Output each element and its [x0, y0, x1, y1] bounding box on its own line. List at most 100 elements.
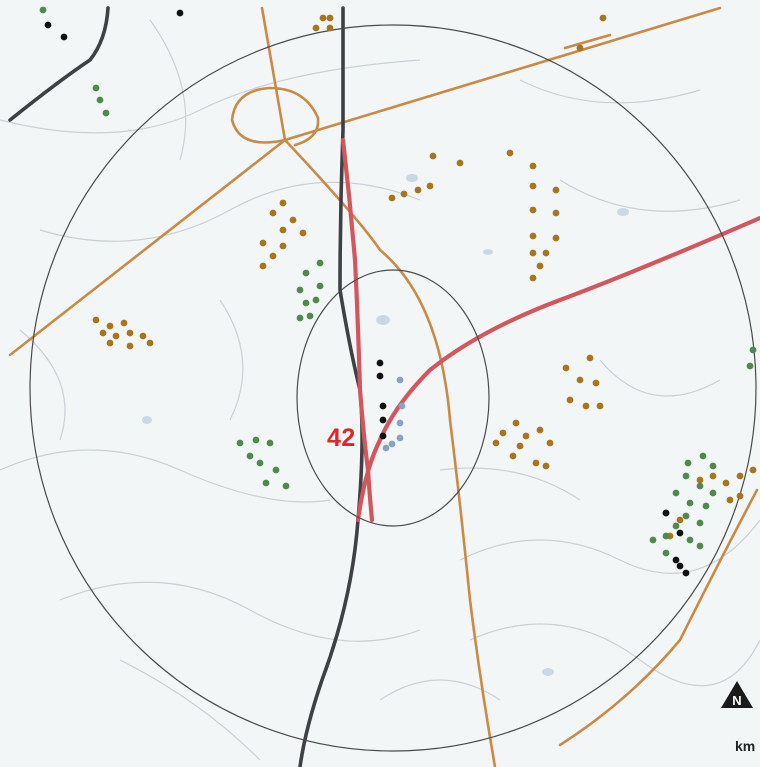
turbine-brown-marker	[260, 240, 267, 247]
turbine-green-marker	[703, 503, 710, 510]
turbine-green-marker	[267, 440, 274, 447]
turbine-brown-marker	[530, 275, 537, 282]
turbine-green-marker	[303, 270, 310, 277]
turbine-blue-marker	[399, 403, 406, 410]
turbine-brown-marker	[723, 480, 730, 487]
turbine-green-marker	[273, 467, 280, 474]
turbine-brown-marker	[553, 235, 560, 242]
turbine-brown-marker	[127, 343, 134, 350]
turbine-brown-marker	[121, 320, 128, 327]
pond	[542, 668, 554, 676]
north-letter: N	[732, 693, 741, 708]
turbine-brown-marker	[697, 477, 704, 484]
turbine-green-marker	[283, 483, 290, 490]
turbine-brown-marker	[553, 187, 560, 194]
turbine-brown-marker	[537, 427, 544, 434]
turbine-green-marker	[40, 7, 47, 14]
turbine-brown-marker	[517, 443, 524, 450]
turbine-green-marker	[710, 463, 717, 470]
turbine-brown-marker	[750, 467, 757, 474]
turbine-green-marker	[253, 437, 260, 444]
turbine-green-marker	[673, 490, 680, 497]
turbine-black-marker	[380, 403, 387, 410]
turbine-green-marker	[687, 500, 694, 507]
turbine-brown-marker	[100, 330, 107, 337]
turbine-green-marker	[650, 537, 657, 544]
turbine-brown-marker	[567, 397, 574, 404]
turbine-brown-marker	[270, 253, 277, 260]
turbine-blue-marker	[397, 435, 404, 442]
turbine-brown-marker	[457, 160, 464, 167]
turbine-brown-marker	[530, 163, 537, 170]
turbine-black-marker	[673, 557, 680, 564]
turbine-brown-marker	[107, 323, 114, 330]
turbine-brown-marker	[727, 497, 734, 504]
turbine-brown-marker	[710, 473, 717, 480]
turbine-green-marker	[700, 453, 707, 460]
turbine-brown-marker	[737, 493, 744, 500]
turbine-brown-marker	[563, 365, 570, 372]
turbine-brown-marker	[600, 15, 607, 22]
turbine-brown-marker	[113, 333, 120, 340]
turbine-brown-marker	[430, 153, 437, 160]
turbine-brown-marker	[577, 377, 584, 384]
turbine-blue-marker	[397, 420, 404, 427]
turbine-black-marker	[377, 373, 384, 380]
pond	[406, 174, 418, 182]
turbine-black-marker	[380, 417, 387, 424]
turbine-brown-marker	[140, 333, 147, 340]
turbine-brown-marker	[415, 187, 422, 194]
turbine-green-marker	[297, 287, 304, 294]
turbine-brown-marker	[577, 45, 584, 52]
turbine-brown-marker	[500, 430, 507, 437]
pond	[617, 208, 629, 216]
turbine-brown-marker	[107, 340, 114, 347]
turbine-brown-marker	[300, 230, 307, 237]
site-number-label: 42	[327, 424, 356, 453]
pond	[376, 315, 390, 325]
turbine-green-marker	[663, 533, 670, 540]
pond	[142, 416, 152, 424]
turbine-green-marker	[685, 460, 692, 467]
turbine-brown-marker	[537, 263, 544, 270]
turbine-black-marker	[45, 22, 52, 29]
turbine-brown-marker	[543, 463, 550, 470]
turbine-green-marker	[303, 300, 310, 307]
turbine-brown-marker	[327, 15, 334, 22]
turbine-brown-marker	[547, 440, 554, 447]
turbine-brown-marker	[401, 191, 408, 198]
turbine-blue-marker	[383, 445, 390, 452]
turbine-brown-marker	[93, 317, 100, 324]
turbine-brown-marker	[280, 200, 287, 207]
turbine-green-marker	[97, 97, 104, 104]
turbine-brown-marker	[320, 15, 327, 22]
scale-unit-label: km	[735, 738, 755, 754]
turbine-brown-marker	[510, 453, 517, 460]
turbine-brown-marker	[553, 210, 560, 217]
turbine-green-marker	[663, 550, 670, 557]
turbine-brown-marker	[389, 195, 396, 202]
turbine-green-marker	[317, 260, 324, 267]
turbine-black-marker	[380, 433, 387, 440]
turbine-black-marker	[663, 510, 670, 517]
turbine-brown-marker	[260, 263, 267, 270]
turbine-brown-marker	[530, 183, 537, 190]
turbine-black-marker	[683, 570, 690, 577]
turbine-brown-marker	[530, 250, 537, 257]
turbine-brown-marker	[513, 420, 520, 427]
turbine-brown-marker	[493, 440, 500, 447]
turbine-green-marker	[237, 440, 244, 447]
turbine-brown-marker	[737, 473, 744, 480]
turbine-green-marker	[750, 347, 757, 354]
turbine-green-marker	[93, 85, 100, 92]
turbine-black-marker	[61, 34, 68, 41]
turbine-green-marker	[103, 110, 110, 117]
turbine-brown-marker	[583, 403, 590, 410]
turbine-brown-marker	[147, 340, 154, 347]
turbine-green-marker	[247, 453, 254, 460]
pond	[483, 249, 493, 255]
turbine-brown-marker	[127, 330, 134, 337]
turbine-brown-marker	[677, 517, 684, 524]
